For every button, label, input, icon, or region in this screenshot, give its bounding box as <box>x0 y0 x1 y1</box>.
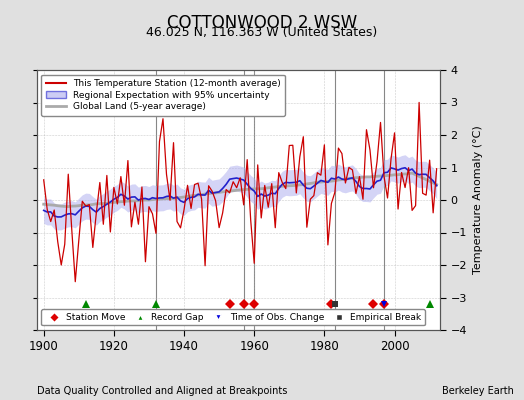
Text: Data Quality Controlled and Aligned at Breakpoints: Data Quality Controlled and Aligned at B… <box>37 386 287 396</box>
Text: COTTONWOOD 2 WSW: COTTONWOOD 2 WSW <box>167 14 357 32</box>
Legend: Station Move, Record Gap, Time of Obs. Change, Empirical Break: Station Move, Record Gap, Time of Obs. C… <box>41 309 425 326</box>
Text: Berkeley Earth: Berkeley Earth <box>442 386 514 396</box>
Y-axis label: Temperature Anomaly (°C): Temperature Anomaly (°C) <box>473 126 483 274</box>
Text: 46.025 N, 116.363 W (United States): 46.025 N, 116.363 W (United States) <box>146 26 378 39</box>
